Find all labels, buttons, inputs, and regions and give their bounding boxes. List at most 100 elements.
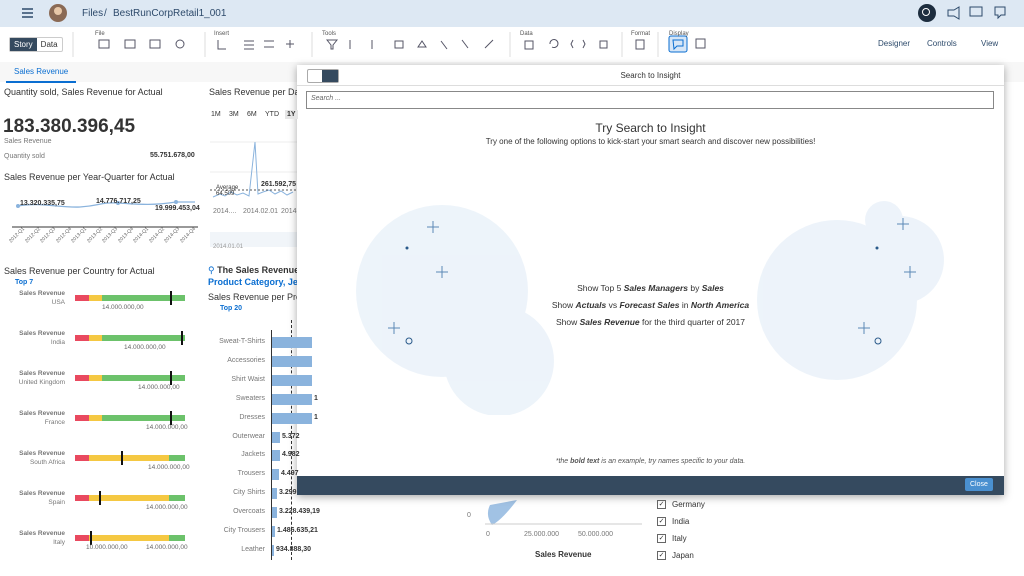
bullet-yellow: [89, 495, 169, 501]
page-tab[interactable]: Sales Revenue: [6, 62, 77, 83]
bar: [272, 393, 312, 405]
category-label: City Shirts: [233, 489, 265, 497]
x-tick-label: 0: [486, 531, 490, 538]
target-label: 14.000.000,00: [148, 464, 190, 471]
category-label: City Trousers: [223, 527, 265, 534]
kpi-label: Sales Revenue: [4, 138, 52, 145]
value-label: 3.299: [279, 489, 297, 497]
bar: [272, 469, 279, 481]
measure-label: Sales Revenue: [19, 450, 65, 457]
category-label: Overcoats: [233, 508, 265, 516]
value-label: 1: [314, 413, 318, 421]
x-label: 2014.01.01: [213, 244, 244, 250]
text-part: North America: [690, 300, 750, 310]
suggestion[interactable]: Show Top 5 Sales Managers by Sales: [297, 283, 1004, 293]
dialog: Search to Insight Search ... Try Search …: [297, 65, 1004, 495]
widget-title: Sales Revenue per Country for Actual: [4, 266, 155, 276]
text-part: Forecast Sales: [619, 300, 680, 310]
group-label: Format: [631, 31, 651, 37]
bullet-marker: [99, 491, 101, 505]
range-button[interactable]: 1M: [211, 111, 221, 118]
shell-icons: [22, 4, 1006, 22]
widget-title: Sales Revenue per Year-Quarter for Actua…: [4, 172, 175, 182]
measure-label: Sales Revenue: [19, 410, 65, 417]
text-part: Sales Managers: [623, 283, 688, 293]
country-label: South Africa: [29, 459, 65, 466]
tab[interactable]: Story: [10, 38, 37, 51]
range-button[interactable]: 1Y: [285, 110, 298, 119]
target-label: 14.000.000,00: [146, 424, 188, 431]
bar: [272, 355, 312, 367]
checkbox[interactable]: ✓: [657, 517, 666, 526]
toolbar-button[interactable]: View: [981, 39, 999, 48]
bullet-green: [169, 455, 185, 461]
scatter-area: [485, 500, 642, 525]
country-label: Italy: [53, 539, 65, 546]
suggestion[interactable]: Show Sales Revenue for the third quarter…: [297, 317, 1004, 327]
bar: [272, 544, 274, 556]
bar: [272, 507, 277, 519]
filter-token[interactable]: Top 20: [220, 305, 243, 312]
point-label: 14.776.717,25: [96, 198, 141, 205]
close-button[interactable]: Close: [965, 478, 993, 491]
target-label: 14.000.000,00: [102, 304, 144, 311]
kpi-value: 183.380.396,45: [3, 116, 136, 137]
country-label: USA: [51, 299, 65, 306]
bullet-marker: [181, 331, 183, 345]
dialog-title: Search to Insight: [620, 71, 681, 80]
range-button[interactable]: YTD: [265, 111, 279, 118]
checkbox[interactable]: ✓: [657, 534, 666, 543]
text-part: Actuals: [575, 300, 607, 310]
quarter-line: [12, 200, 198, 228]
mode-toggle[interactable]: [307, 69, 339, 83]
widget-title: Sales Revenue per Dat: [209, 87, 303, 97]
date-line: [210, 141, 297, 247]
bullet-yellow: [89, 455, 169, 461]
toolbar-button[interactable]: Designer: [878, 39, 911, 48]
widget-title: Quantity sold, Sales Revenue for Actual: [4, 87, 163, 97]
bullet-green: [169, 535, 185, 541]
bar: [272, 450, 280, 462]
suggestion[interactable]: Show Actuals vs Forecast Sales in North …: [297, 300, 1004, 310]
dialog-header: [297, 65, 1004, 86]
text-part: vs: [606, 300, 620, 310]
target-label: 10.000.000,00: [86, 544, 128, 551]
breadcrumb[interactable]: Files: [82, 8, 104, 19]
peak-label: 261.592,75: [261, 181, 297, 188]
axis-line: [271, 330, 272, 560]
checkbox[interactable]: ✓: [657, 551, 666, 560]
bullet-yellow: [89, 415, 102, 421]
bullet-red: [75, 335, 89, 341]
widget-title: Sales Revenue per Pro: [208, 292, 302, 302]
bullet-red: [75, 415, 89, 421]
target-label: 14.000.000,00: [124, 344, 166, 351]
filter-token[interactable]: Top 7: [15, 279, 34, 286]
group-label: Insert: [214, 31, 230, 37]
bullet-yellow: [89, 295, 102, 301]
checkbox[interactable]: ✓: [657, 500, 666, 509]
insight-link[interactable]: Product Category, Jew: [208, 277, 305, 287]
separator: /: [104, 8, 107, 19]
group-label: Tools: [322, 31, 337, 37]
bullet-green: [102, 415, 185, 421]
check-label: Japan: [672, 551, 694, 560]
value-label: 934.888,30: [276, 545, 312, 553]
search-input[interactable]: [306, 91, 994, 109]
range-button[interactable]: 6M: [247, 111, 257, 118]
bullet-green: [102, 335, 185, 341]
bullet-marker: [90, 531, 92, 545]
category-label: Trousers: [237, 470, 265, 478]
tab[interactable]: Data: [40, 40, 58, 49]
category-label: Shirt Waist: [231, 375, 265, 383]
text-part: Sales Revenue: [579, 317, 640, 327]
insight-text: The Sales Revenue: [217, 265, 300, 275]
dialog-intro: Try one of the following options to kick…: [485, 137, 816, 146]
bullet-red: [75, 455, 89, 461]
toolbar-button[interactable]: Controls: [927, 39, 957, 48]
x-label: 2014: [281, 208, 297, 215]
bullet-green: [102, 375, 185, 381]
country-label: Spain: [48, 499, 65, 506]
kpi-sub-label: Quantity sold: [4, 153, 45, 160]
x-axis-title: Sales Revenue: [535, 550, 592, 559]
range-button[interactable]: 3M: [229, 111, 239, 118]
